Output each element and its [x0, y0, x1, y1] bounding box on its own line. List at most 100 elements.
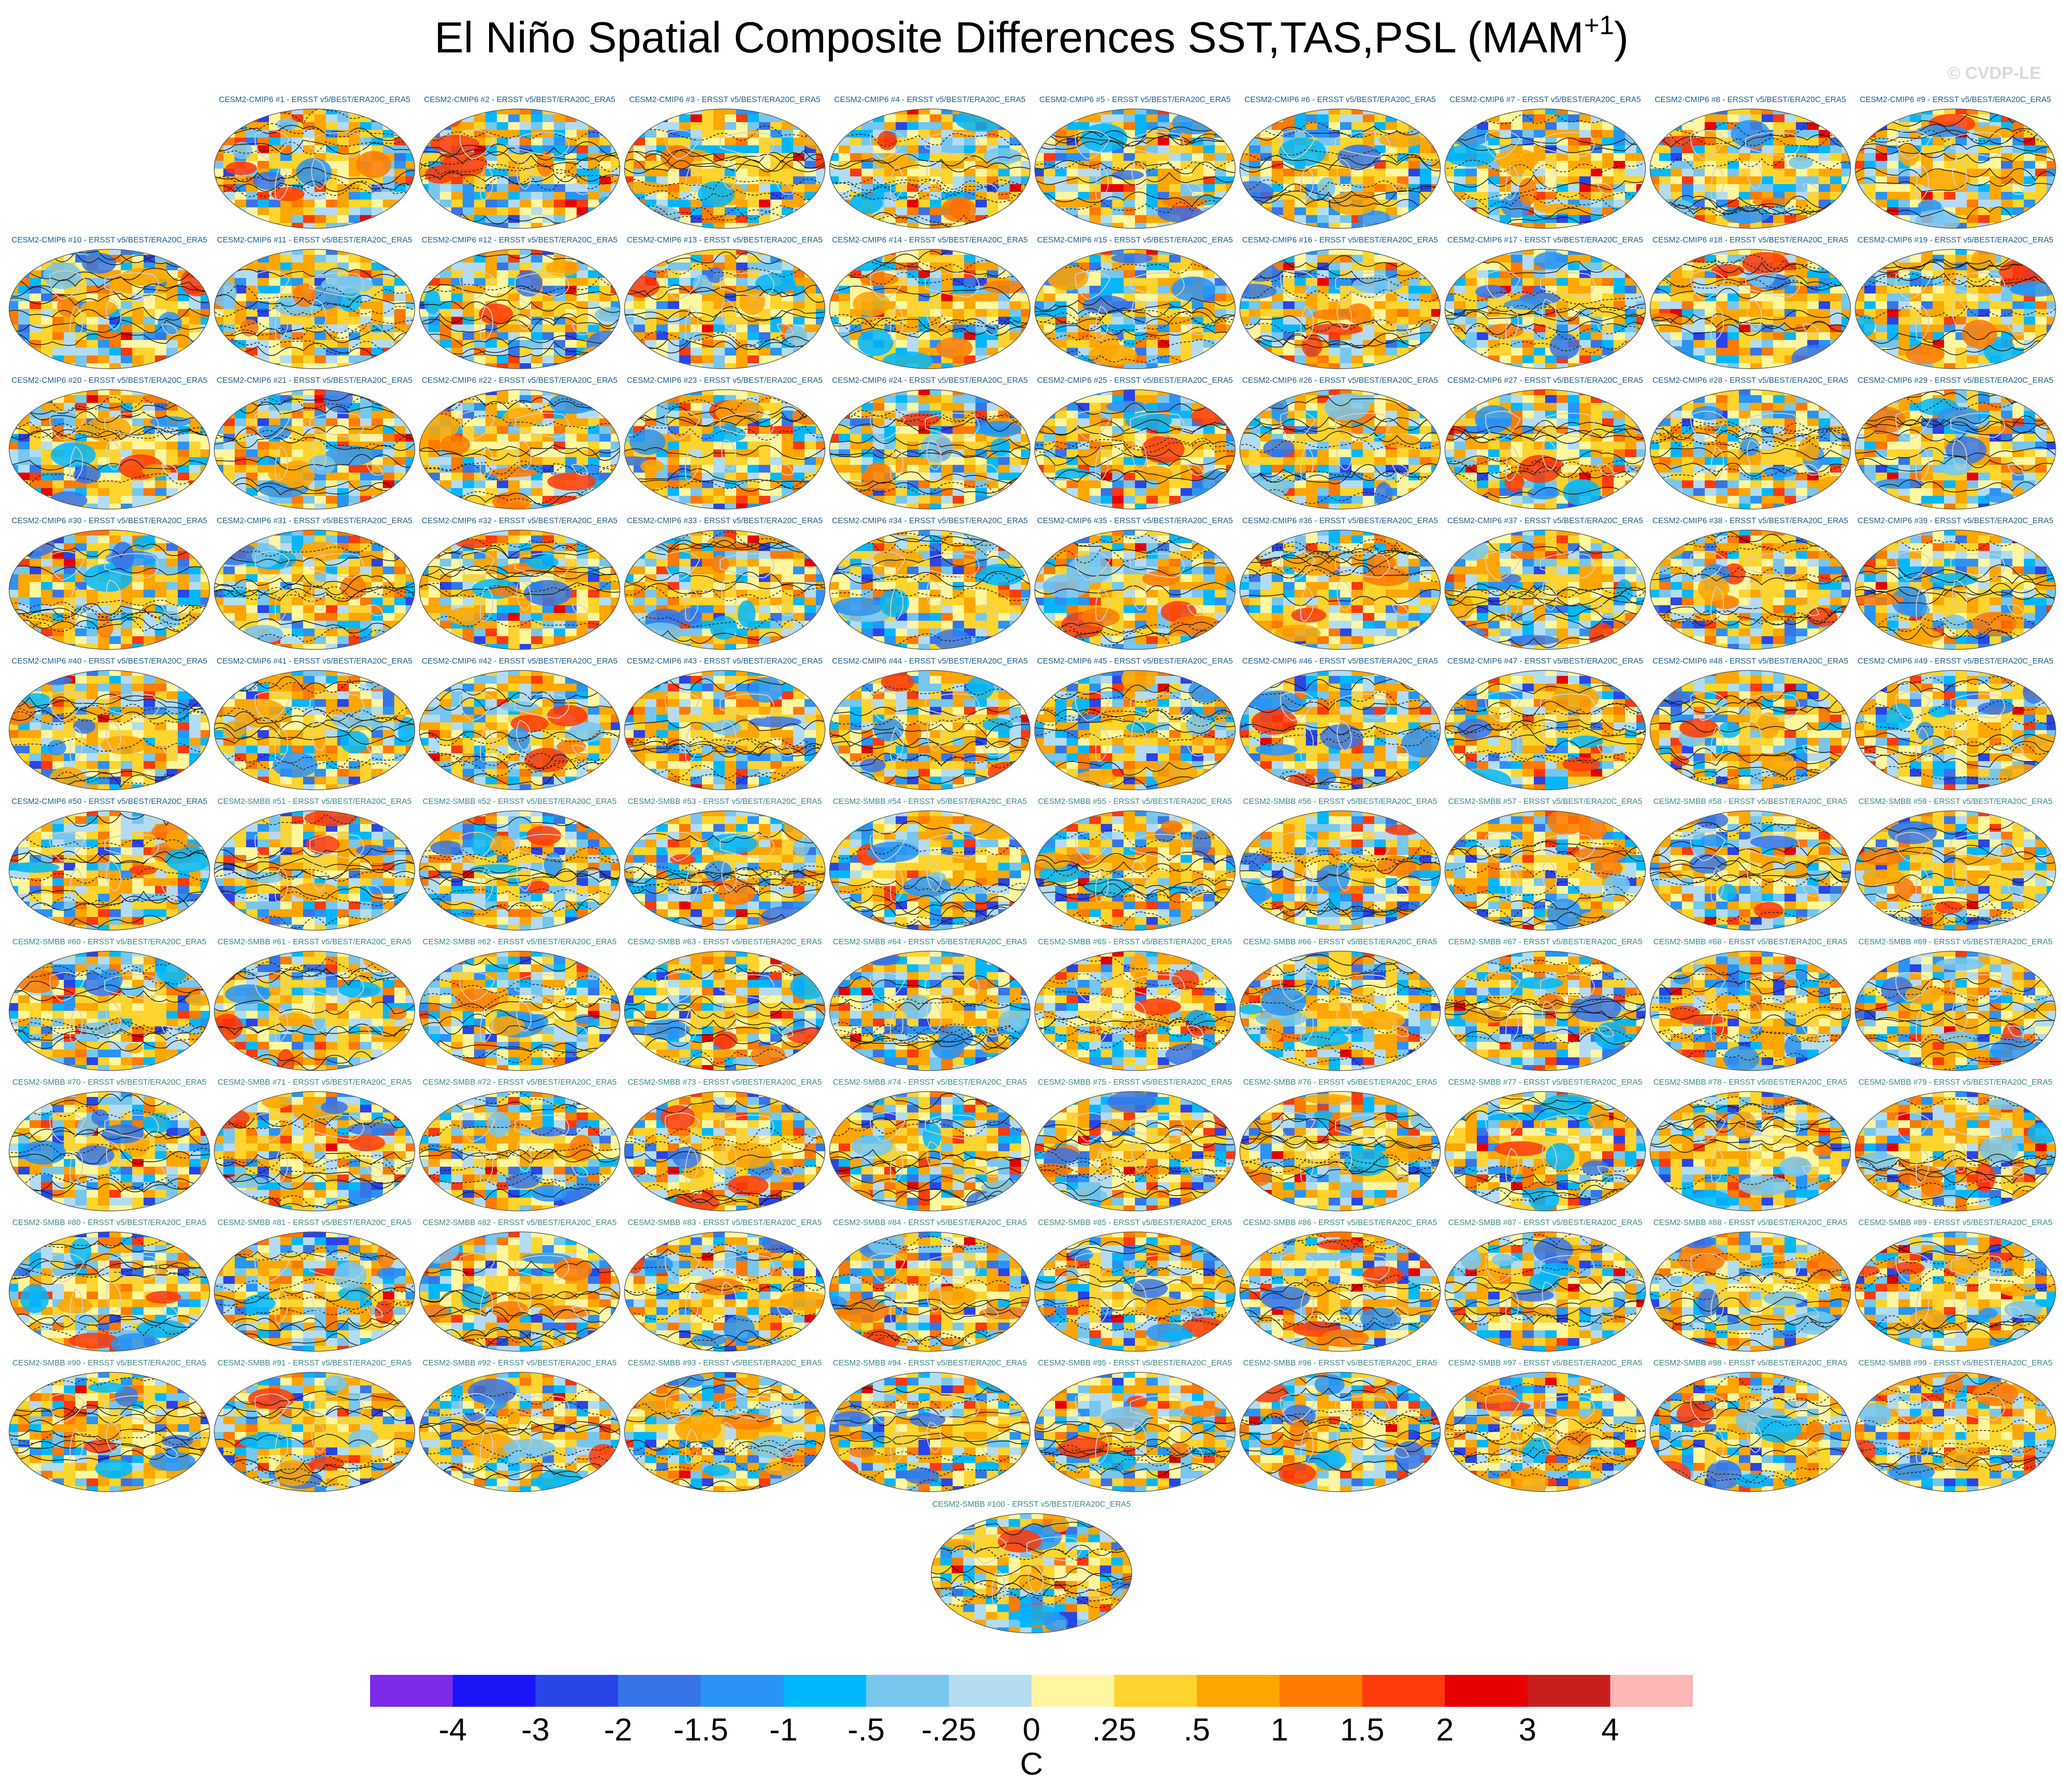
map-fill-cell — [830, 122, 839, 130]
map-fill-cell — [884, 192, 896, 200]
anomaly-blob — [43, 262, 82, 289]
map-fill-cell — [1146, 184, 1158, 192]
map-fill-cell — [1773, 169, 1785, 177]
map-fill-cell — [1465, 200, 1477, 208]
map-fill-cell — [542, 207, 554, 216]
map-fill-cell — [235, 278, 247, 286]
map-fill-cell — [235, 294, 247, 302]
map-fill-cell — [303, 255, 315, 263]
map-fill-cell — [337, 138, 349, 146]
map-fill-cell — [736, 255, 748, 263]
anomaly-blob — [984, 148, 1022, 165]
map-outline — [1650, 108, 1851, 229]
map-fill-cell — [497, 270, 509, 278]
map-fill-cell — [1240, 278, 1249, 286]
psl-contour — [624, 205, 825, 220]
map-fill-cell — [258, 309, 269, 317]
map-fill-cell — [337, 207, 349, 216]
map-fill-cell — [474, 130, 486, 138]
map-fill-cell — [474, 286, 486, 294]
map-fill-cell — [1010, 249, 1021, 255]
map-fill-cell — [280, 161, 292, 169]
map-fill-cell — [508, 192, 520, 200]
map-fill-cell — [656, 363, 668, 369]
map-fill-cell — [1636, 223, 1645, 228]
coastline — [106, 299, 122, 330]
map-outline — [1855, 108, 2056, 229]
map-fill-cell — [1625, 109, 1637, 115]
map-fill-cell — [1602, 176, 1614, 185]
map-fill-cell — [440, 200, 452, 208]
map-fill-cell — [394, 207, 406, 216]
map-fill-cell — [1830, 207, 1842, 216]
map-fill-cell — [1855, 176, 1865, 185]
map-fill-cell — [941, 130, 953, 138]
map-fill-cell — [1272, 207, 1284, 216]
map-fill-cell — [1650, 200, 1660, 208]
map-fill-cell — [1055, 192, 1067, 200]
map-fill-cell — [565, 200, 577, 208]
coastline — [721, 299, 737, 330]
map-fill-cell — [258, 363, 269, 369]
map-fill-cell — [1887, 153, 1899, 161]
map-fill-cell — [394, 153, 406, 161]
map-fill-cell — [451, 309, 463, 317]
psl-contour — [624, 306, 825, 322]
map-fill-cell — [109, 340, 121, 348]
map-fill-cell — [1864, 153, 1876, 161]
anomaly-blob — [1752, 197, 1790, 207]
map-fill-cell — [64, 363, 76, 369]
map-fill-cell — [419, 278, 429, 286]
map-fill-cell — [485, 340, 497, 348]
map-fill-cell — [1602, 138, 1614, 146]
map-fill-cell — [41, 355, 53, 364]
map-fill-cell — [1876, 145, 1888, 154]
map-fill-cell — [1650, 207, 1660, 216]
map-fill-cell — [1445, 130, 1454, 138]
map-fill-cell — [419, 109, 429, 115]
map-fill-cell — [463, 192, 474, 200]
map-fill-cell — [1659, 161, 1671, 169]
map-fill-cell — [1408, 249, 1420, 255]
anomaly-blob — [546, 260, 580, 276]
map-fill-cell — [337, 355, 349, 364]
map-fill-cell — [1944, 145, 1956, 154]
map-fill-cell — [1773, 145, 1785, 154]
map-fill-cell — [759, 200, 771, 208]
panel-label: CESM2-CMIP6 #12 - ERSST v5/BEST/ERA20C_E… — [413, 235, 627, 245]
map-fill-cell — [1067, 215, 1078, 223]
map-fill-cell — [1671, 114, 1682, 123]
map-fill-cell — [1465, 114, 1477, 123]
map-fill-cell — [1431, 249, 1440, 255]
map-fill-cell — [1864, 223, 1876, 228]
map-fill-cell — [645, 309, 657, 317]
panel-label: CESM2-CMIP6 #5 - ERSST v5/BEST/ERA20C_ER… — [1028, 95, 1242, 104]
anomaly-blob — [1789, 156, 1813, 170]
map-fill-cell — [839, 317, 851, 325]
map-fill-cell — [485, 161, 497, 169]
map-fill-cell — [770, 309, 782, 317]
map-fill-cell — [1135, 153, 1147, 161]
map-fill-cell — [736, 215, 748, 223]
map-fill-cell — [406, 109, 415, 115]
map-fill-cell — [1408, 355, 1420, 364]
map-fill-cell — [611, 130, 620, 138]
anomaly-blob — [321, 275, 373, 294]
map-fill-cell — [485, 176, 497, 185]
coastline — [720, 272, 774, 298]
map-fill-cell — [235, 223, 247, 228]
map-fill-cell — [1591, 192, 1603, 200]
map-fill-cell — [907, 255, 919, 263]
map-fill-cell — [668, 249, 680, 255]
map-fill-cell — [520, 348, 531, 356]
map-fill-cell — [1625, 192, 1637, 200]
map-fill-cell — [691, 200, 702, 208]
map-fill-cell — [907, 278, 919, 286]
map-fill-cell — [702, 332, 714, 340]
psl-contour — [830, 318, 1030, 335]
map-fill-cell — [1035, 138, 1044, 146]
coastline — [685, 305, 698, 341]
map-fill-cell — [1055, 363, 1067, 369]
map-fill-cell — [645, 192, 657, 200]
map-fill-cell — [1067, 153, 1078, 161]
